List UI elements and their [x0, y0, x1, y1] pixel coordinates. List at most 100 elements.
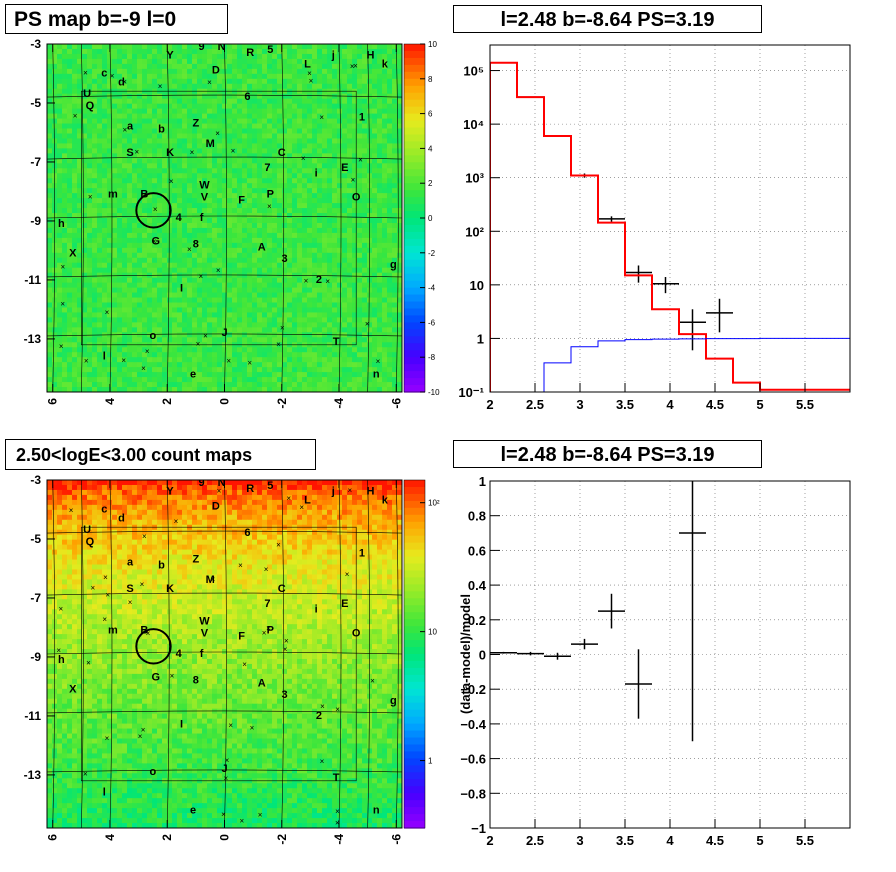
- heat-cell: [167, 242, 173, 249]
- heat-cell: [302, 367, 308, 373]
- heat-cell: [157, 312, 163, 319]
- heat-cell: [357, 337, 363, 343]
- heat-cell: [72, 222, 78, 229]
- heat-cell: [212, 347, 218, 353]
- heat-cell: [232, 357, 238, 363]
- heat-cell: [252, 302, 258, 309]
- heat-cell: [257, 128, 263, 135]
- heat-cell: [72, 113, 78, 120]
- heat-cell: [292, 372, 298, 378]
- heat-cell: [92, 193, 98, 199]
- heat-cell: [307, 292, 313, 299]
- heat-cell: [317, 88, 323, 95]
- heat-cell: [362, 163, 368, 169]
- heat-cell: [157, 382, 163, 388]
- heat-cell: [82, 322, 88, 328]
- heat-cell: [212, 367, 218, 373]
- heat-cell: [292, 188, 298, 194]
- heat-cell: [212, 237, 218, 244]
- heat-cell: [162, 133, 168, 140]
- heat-cell: [117, 387, 123, 392]
- heat-cell: [62, 148, 68, 154]
- heat-cell: [112, 213, 118, 219]
- heat-cell: [172, 133, 178, 140]
- heat-cell: [282, 282, 288, 289]
- heat-cell: [257, 262, 263, 269]
- heat-cell: [147, 367, 153, 373]
- heat-cell: [382, 138, 388, 145]
- heat-cell: [317, 78, 323, 85]
- heat-cell: [317, 332, 323, 338]
- heat-cell: [112, 367, 118, 373]
- heat-cell: [152, 382, 158, 388]
- heat-cell: [162, 213, 168, 219]
- heat-cell: [222, 227, 228, 234]
- heat-cell: [67, 123, 73, 130]
- heat-cell: [197, 377, 203, 383]
- heat-cell: [222, 73, 228, 80]
- heat-cell: [277, 118, 283, 125]
- heat-cell: [327, 352, 333, 358]
- heat-cell: [137, 252, 143, 259]
- heat-cell: [357, 143, 363, 149]
- heat-cell: [132, 377, 138, 383]
- heat-cell: [357, 282, 363, 289]
- heat-cell: [297, 193, 303, 199]
- heat-cell: [172, 362, 178, 368]
- heat-cell: [262, 222, 268, 229]
- heat-cell: [82, 203, 88, 209]
- heat-cell: [242, 367, 248, 373]
- heat-cell: [102, 377, 108, 383]
- heat-cell: [112, 287, 118, 294]
- heat-cell: [317, 312, 323, 319]
- heat-cell: [277, 158, 283, 164]
- heat-cell: [322, 58, 328, 65]
- heat-cell: [117, 252, 123, 259]
- heat-cell: [52, 133, 58, 140]
- heat-cell: [127, 362, 133, 368]
- heat-cell: [77, 173, 83, 179]
- heat-cell: [172, 242, 178, 249]
- heat-cell: [112, 322, 118, 328]
- heat-cell: [227, 158, 233, 164]
- heat-cell: [147, 362, 153, 368]
- heat-cell: [352, 48, 358, 55]
- heat-cell: [377, 198, 383, 204]
- heat-cell: [327, 198, 333, 204]
- heat-cell: [212, 48, 218, 55]
- heat-cell: [182, 218, 188, 224]
- heat-cell: [127, 128, 133, 135]
- heat-cell: [267, 277, 273, 284]
- heat-cell: [267, 272, 273, 279]
- heat-cell: [147, 153, 153, 159]
- heat-cell: [297, 372, 303, 378]
- heat-cell: [202, 113, 208, 120]
- heat-cell: [157, 213, 163, 219]
- heat-cell: [387, 232, 393, 239]
- heat-cell: [72, 123, 78, 130]
- heat-cell: [67, 78, 73, 85]
- heat-cell: [157, 143, 163, 149]
- heat-cell: [372, 63, 378, 70]
- heat-cell: [102, 262, 108, 269]
- heat-cell: [202, 387, 208, 392]
- heat-cell: [92, 337, 98, 343]
- heat-cell: [107, 183, 113, 189]
- heat-cell: [47, 372, 53, 378]
- heat-cell: [77, 208, 83, 214]
- heat-cell: [152, 322, 158, 328]
- heat-cell: [342, 168, 348, 174]
- heat-cell: [152, 237, 158, 244]
- heat-cell: [392, 257, 398, 264]
- heat-cell: [142, 44, 148, 50]
- heat-cell: [292, 232, 298, 239]
- heat-cell: [172, 272, 178, 279]
- heat-cell: [377, 88, 383, 95]
- heat-cell: [302, 158, 308, 164]
- heat-cell: [317, 198, 323, 204]
- heat-cell: [122, 347, 128, 353]
- heat-cell: [347, 108, 353, 115]
- heat-cell: [337, 367, 343, 373]
- heat-cell: [312, 193, 318, 199]
- heat-cell: [312, 262, 318, 269]
